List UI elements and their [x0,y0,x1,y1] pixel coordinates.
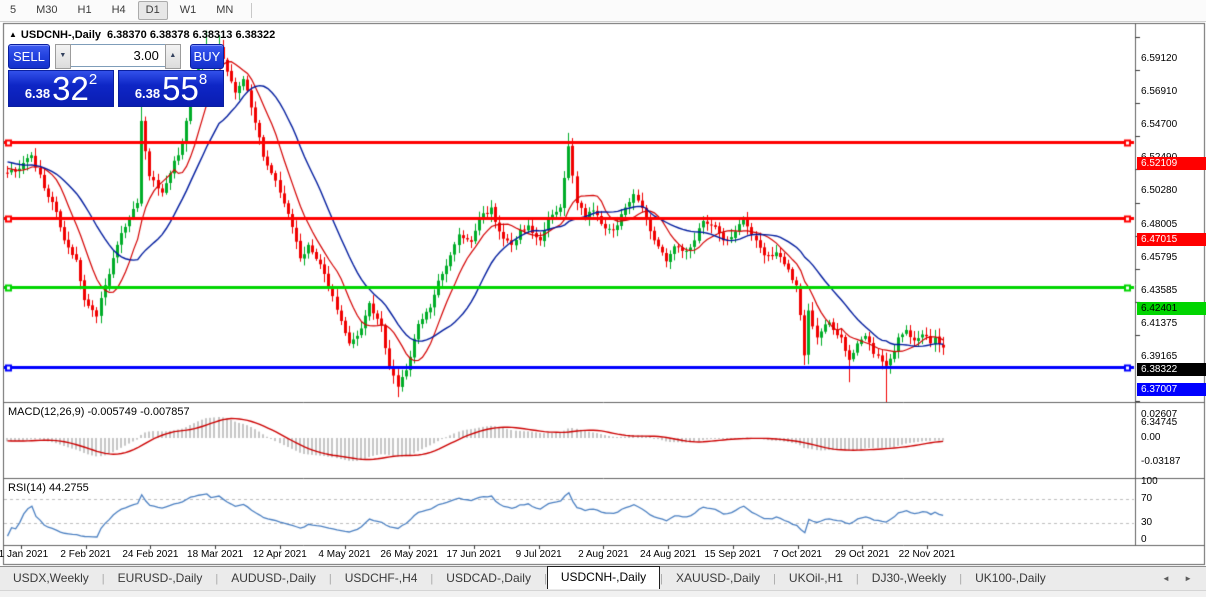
buy-price-prefix: 6.38 [134,86,161,101]
hline-price-label: 6.42401 [1137,302,1206,316]
date-axis-label: 12 Apr 2021 [252,549,307,560]
chart-tab-bar: USDX,Weekly | EURUSD-,Daily | AUDUSD-,Daily |… [0,566,1206,590]
tab-item-ukoil-h1[interactable]: UKOil-,H1 [788,571,843,585]
tab-separator: | [328,572,332,585]
date-axis-label: 17 Jun 2021 [446,549,502,560]
timeframe-toolbar: 5 M30 H1 H4 D1 W1 MN [0,0,1206,22]
tab-item-audusd-daily[interactable]: AUDUSD-,Daily [231,571,316,585]
timeframe-button-mn[interactable]: MN [216,4,234,16]
date-axis-label: 7 Oct 2021 [773,549,822,560]
date-axis-label: 11 Jan 2021 [0,549,49,560]
timeframe-button-w1[interactable]: W1 [179,4,197,16]
date-axis-label: 18 Mar 2021 [187,549,244,560]
hline-price-label: 6.52109 [1137,157,1206,171]
tab-scroll-arrows[interactable]: ◄ ► [1161,574,1198,583]
price-axis-tick: 6.41375 [1141,317,1203,330]
date-axis-label: 26 May 2021 [380,549,439,560]
timeframe-button-d1[interactable]: D1 [137,1,168,20]
date-axis-label: 4 May 2021 [318,549,371,560]
buy-price-big: 55 [162,70,199,107]
sell-price-big: 32 [52,70,89,107]
rsi-indicator-label: RSI(14) 44.2755 [8,482,89,494]
date-axis-label: 29 Oct 2021 [834,549,890,560]
timeframe-button-5[interactable]: 5 [10,4,17,16]
chart-ohlc-quote: 6.38370 6.38378 6.38313 6.38322 [107,29,276,41]
buy-button[interactable]: BUY [189,44,224,69]
volume-up-button[interactable]: ▲ [164,44,181,69]
tab-item-xauusd-daily[interactable]: XAUUSD-,Daily [676,571,761,585]
hline-price-label: 6.37007 [1137,382,1206,396]
timeframe-button-h1[interactable]: H1 [77,4,92,16]
volume-stepper: ▼ 3.00 ▲ [54,44,181,69]
price-axis-tick: 6.59120 [1141,53,1203,65]
buy-price-box[interactable]: 6.38 55 8 [118,70,224,107]
status-strip [0,590,1206,597]
tab-item-eurusd-daily[interactable]: EURUSD-,Daily [117,571,203,585]
price-axis-tick: 6.39165 [1141,350,1203,363]
rsi-axis-tick: 30 [1141,516,1153,528]
tab-item-usdx-weekly[interactable]: USDX,Weekly [13,571,89,585]
one-click-trade-panel: SELL ▼ 3.00 ▲ BUY 6.38 32 2 6.38 55 8 [8,44,224,107]
tab-item-usdcnh-daily[interactable]: USDCNH-,Daily [546,566,661,589]
tab-separator: | [959,572,963,585]
date-axis-label: 2 Aug 2021 [578,549,629,560]
tab-separator: | [215,572,219,585]
date-axis-label: 24 Aug 2021 [640,549,697,560]
volume-field[interactable]: 3.00 [70,44,165,67]
tab-separator: | [855,572,859,585]
price-axis-tick: 6.34745 [1141,416,1203,429]
tab-item-dj30-weekly[interactable]: DJ30-,Weekly [871,571,947,585]
hline-price-label: 6.47015 [1137,233,1206,247]
tab-item-usdchf-h4[interactable]: USDCHF-,H4 [344,571,418,585]
rsi-axis-tick: 100 [1141,476,1158,487]
price-axis-tick: 6.45795 [1141,251,1203,264]
buy-price-sup: 8 [198,71,208,88]
price-axis-tick: 6.56910 [1141,85,1203,98]
tab-item-uk100-daily[interactable]: UK100-,Daily [975,571,1046,585]
price-axis-tick: 6.48005 [1141,218,1203,231]
tab-separator: | [773,572,776,585]
price-axis-tick: 6.43585 [1141,284,1203,297]
tab-item-usdcad-daily[interactable]: USDCAD-,Daily [446,571,531,585]
tab-separator: | [543,572,547,585]
sell-price-prefix: 6.38 [24,86,51,101]
tab-separator: | [430,572,434,585]
sell-button[interactable]: SELL [8,44,50,69]
macd-axis-tick: 0.00 [1141,432,1161,443]
date-axis-label: 24 Feb 2021 [122,549,179,560]
date-axis-label: 9 Jul 2021 [515,549,562,560]
volume-down-button[interactable]: ▼ [54,44,71,69]
date-axis-label: 22 Nov 2021 [898,549,956,560]
sell-price-sup: 2 [88,71,98,88]
toolbar-separator [251,3,253,18]
date-axis-label: 15 Sep 2021 [704,549,762,560]
macd-axis-tick: 0.02607 [1141,409,1178,420]
rsi-axis-tick: 70 [1141,493,1153,505]
date-axis-label: 2 Feb 2021 [60,549,112,560]
tab-separator: | [101,572,105,585]
sell-price-box[interactable]: 6.38 32 2 [8,70,114,107]
timeframe-button-m30[interactable]: M30 [36,4,58,16]
macd-indicator-label: MACD(12,26,9) -0.005749 -0.007857 [8,406,190,418]
chart-window[interactable]: ▲ USDCNH-,Daily 6.38370 6.38378 6.38313 6.… [0,22,1206,566]
current-price-label: 6.38322 [1137,363,1206,377]
price-axis-tick: 6.54700 [1141,118,1203,131]
collapse-triangle-icon[interactable]: ▲ [9,30,17,39]
price-axis-tick: 6.50280 [1141,184,1203,197]
chart-title: ▲ USDCNH-,Daily 6.38370 6.38378 6.38313 6.… [9,29,275,41]
macd-axis-tick: -0.03187 [1141,456,1181,467]
chart-symbol-title: USDCNH-,Daily [20,29,101,41]
rsi-axis-tick: 0 [1141,534,1147,545]
timeframe-button-h4[interactable]: H4 [111,4,126,16]
tab-separator: | [660,572,664,585]
